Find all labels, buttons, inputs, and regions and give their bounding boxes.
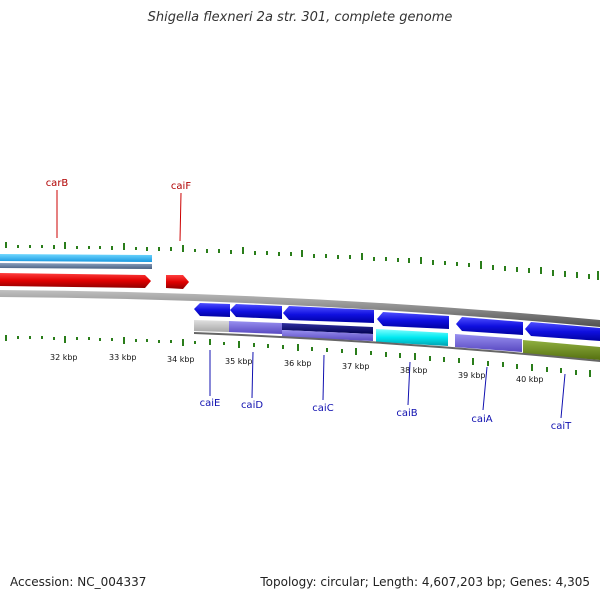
gene-arrow-caiD[interactable] [230,304,282,319]
genome-backbone [0,290,600,327]
gene-label-caiA[interactable]: caiA [471,414,492,425]
gene-label-caiF[interactable]: caiF [171,181,191,192]
gene-arrow-slate[interactable] [0,263,152,269]
lower-tick-row [5,335,591,377]
scale-label: 33 kbp [109,353,137,362]
gene-arrow-caiB[interactable] [377,312,449,329]
scale-label: 37 kbp [342,362,370,371]
upper-tick-row [5,242,599,280]
upper-gene-labels: carB caiF [46,178,191,242]
scale-label: 40 kbp [516,375,544,384]
scale-label: 35 kbp [225,357,253,366]
accession-label: Accession: NC_004337 [10,575,147,589]
gene-label-caiC[interactable]: caiC [312,403,333,414]
gene-label-caiD[interactable]: caiD [241,400,263,411]
gene-label-carB[interactable]: carB [46,178,69,189]
scale-label: 38 kbp [400,366,428,375]
gene-label-caiE[interactable]: caiE [200,398,221,409]
lower-gene-track [194,303,600,341]
scale-labels: 32 kbp 33 kbp 34 kbp 35 kbp 36 kbp 37 kb… [50,353,544,384]
gene-arrow-caiF[interactable] [166,275,189,289]
gene-arrow-caiE[interactable] [194,303,230,317]
scale-label: 32 kbp [50,353,78,362]
gene-arrow-caiC[interactable] [283,306,374,323]
scale-label: 39 kbp [458,371,486,380]
scale-label: 36 kbp [284,359,312,368]
gene-arrow-caiA[interactable] [456,317,523,335]
gene-label-caiT[interactable]: caiT [551,421,572,432]
gene-arrow-light-blue[interactable] [0,254,152,262]
genome-summary: Topology: circular; Length: 4,607,203 bp… [260,575,590,589]
lower-backbone [194,332,600,362]
gene-arrow-caiT[interactable] [525,322,600,341]
upper-gene-track [0,254,189,289]
gene-arrow-carB[interactable] [0,273,151,288]
gene-label-caiB[interactable]: caiB [396,408,417,419]
lower-gene-labels: caiE caiD caiC caiB caiA caiT [200,350,572,432]
genome-title: Shigella flexneri 2a str. 301, complete … [147,10,453,25]
scale-label: 34 kbp [167,355,195,364]
